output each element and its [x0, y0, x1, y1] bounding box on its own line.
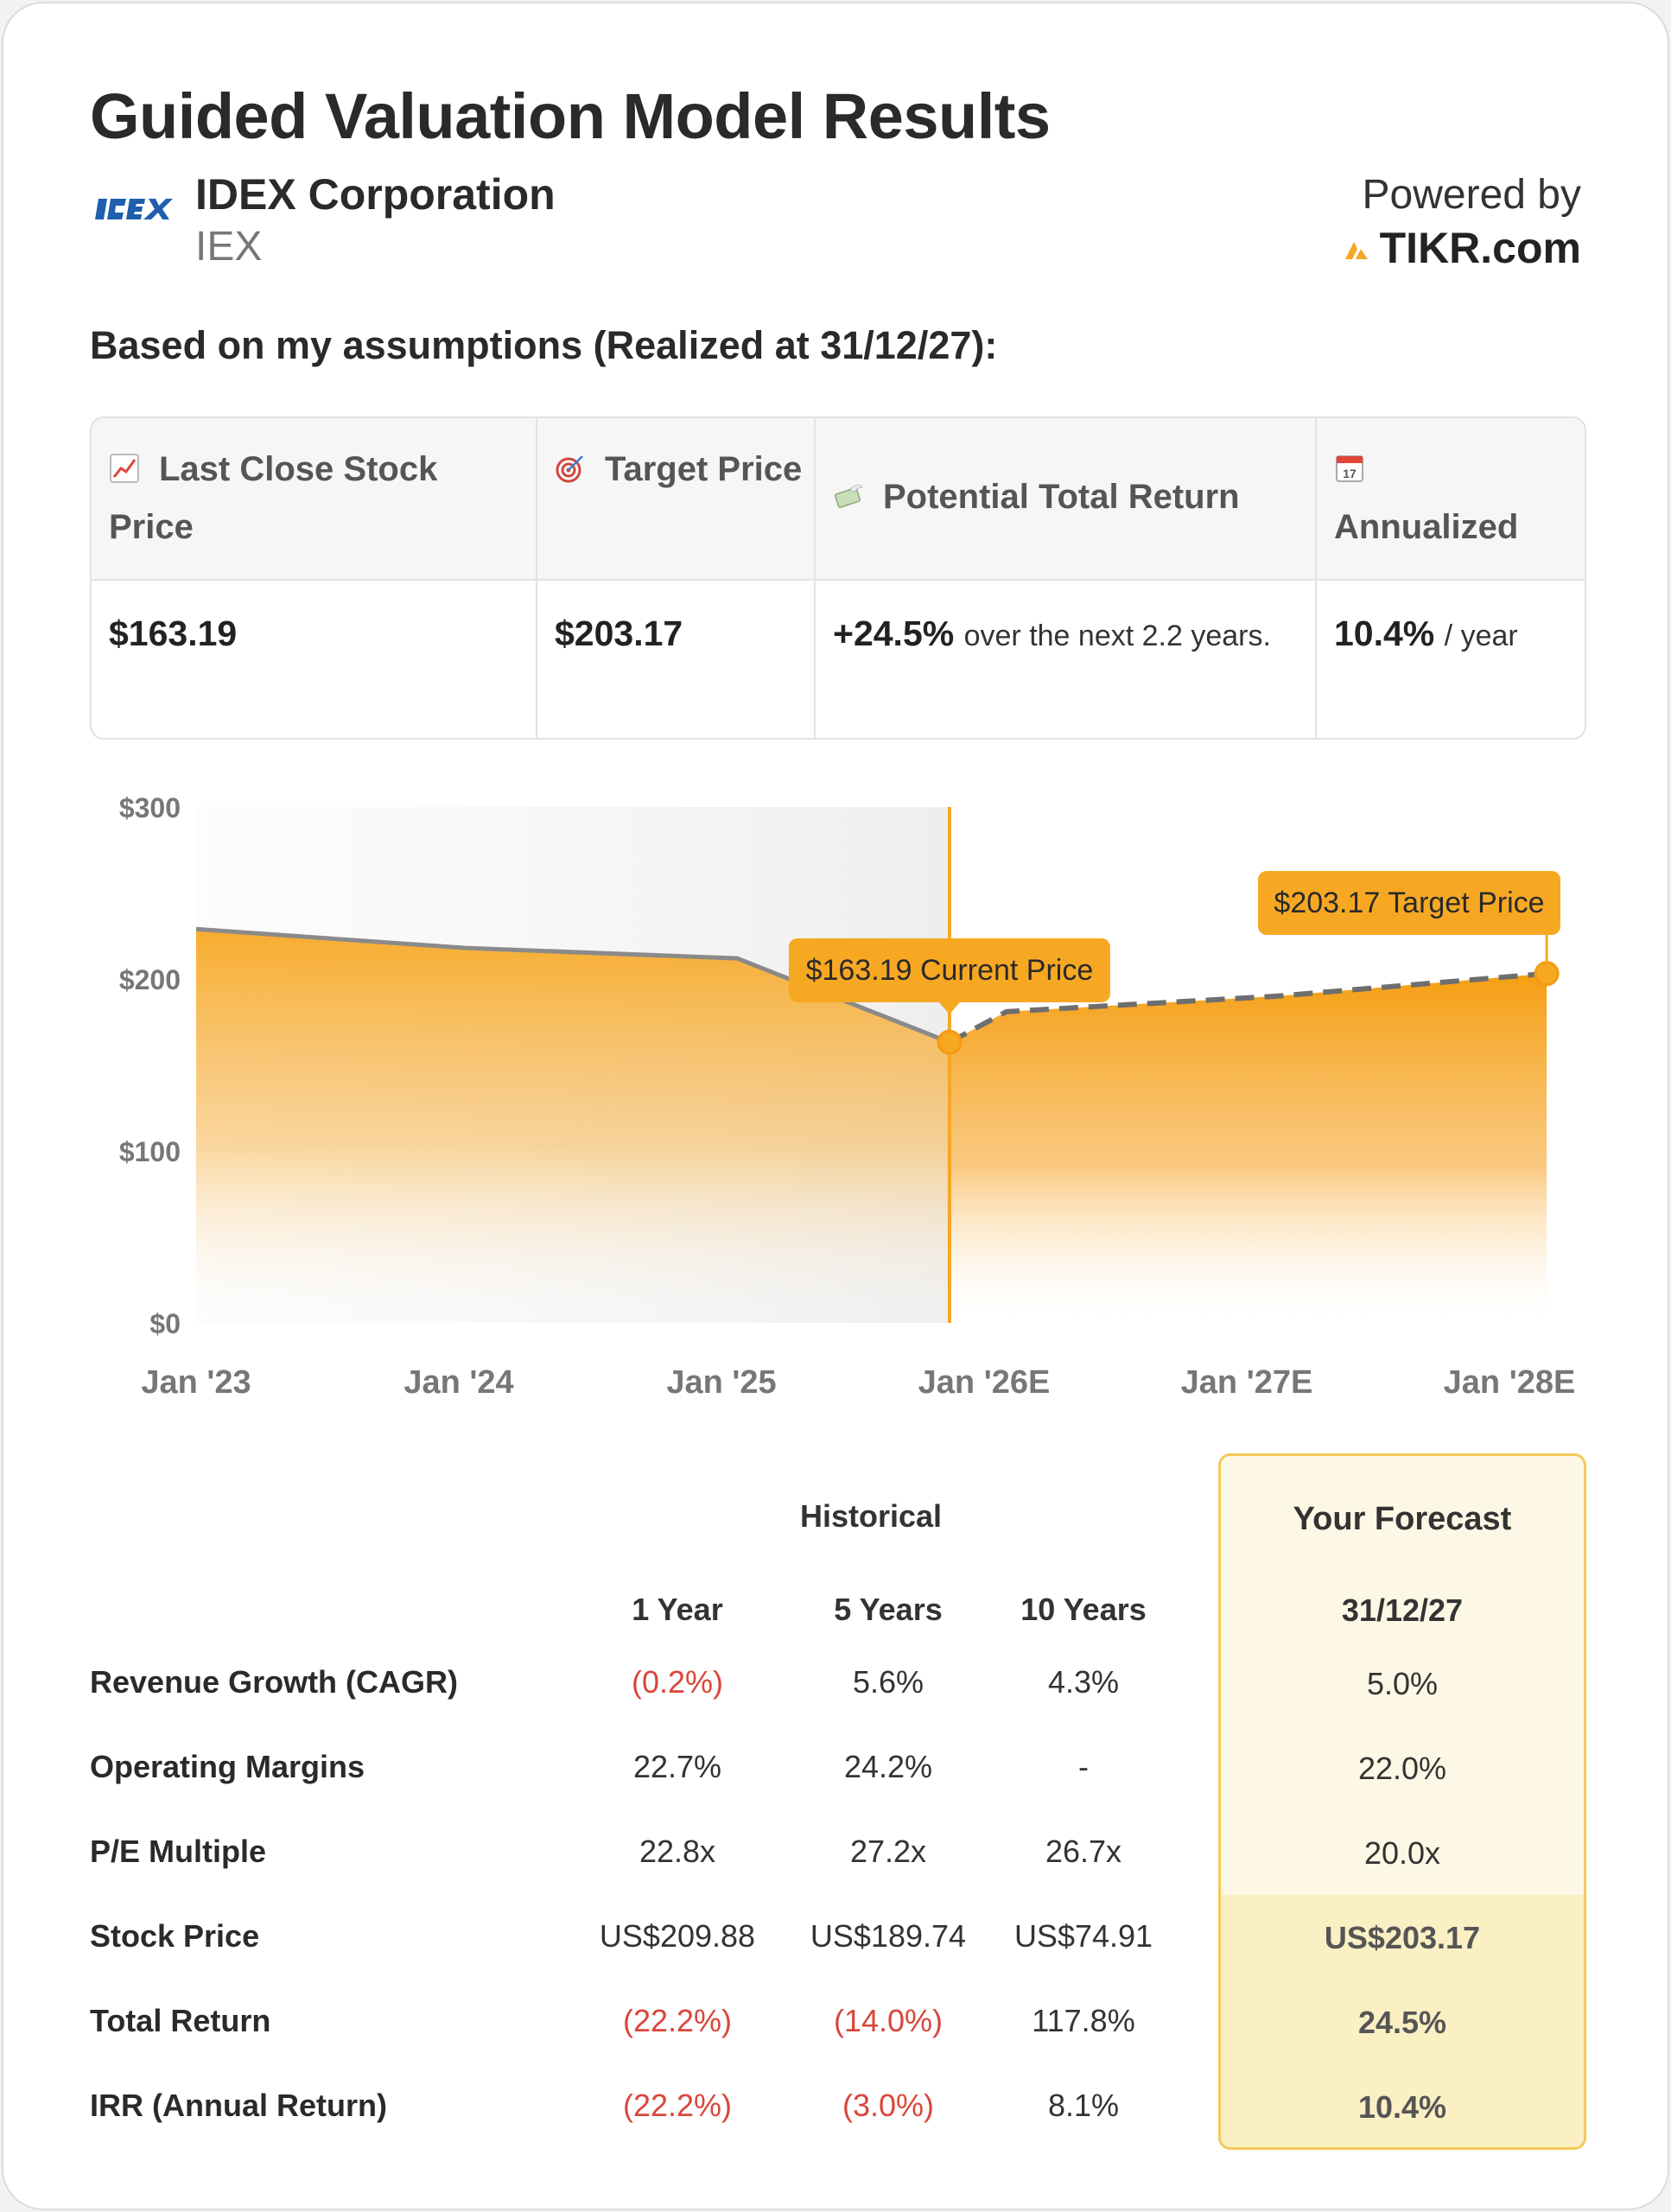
historical-cell: 24.2% [843, 1749, 933, 1784]
historical-cell: - [1078, 1749, 1089, 1784]
idex-logo-icon [95, 199, 173, 219]
x-tick-label: Jan '25 [666, 1364, 776, 1401]
historical-cell: (22.2%) [622, 2003, 733, 2038]
forecast-cell: US$203.17 [1324, 1920, 1481, 1955]
stat-value-annualized: 10.4% / year [1334, 613, 1518, 653]
tikr-brand[interactable]: TIKR.com [1344, 223, 1581, 273]
forecast-cell: 22.0% [1357, 1751, 1447, 1786]
assumptions-heading: Based on my assumptions (Realized at 31/… [90, 323, 998, 367]
forecast-cell: 20.0x [1363, 1835, 1441, 1871]
target-price-tooltip [1258, 871, 1560, 935]
historical-cell: 4.3% [1047, 1664, 1120, 1700]
tikr-logo-icon [1344, 242, 1368, 259]
forecast-area [949, 973, 1547, 1323]
x-tick-label: Jan '26E [918, 1364, 1051, 1401]
svg-text:17: 17 [1343, 467, 1356, 480]
historical-cell: 22.8x [639, 1834, 716, 1869]
x-tick-label: Jan '23 [141, 1364, 251, 1401]
forecast-series-line [948, 970, 1547, 1045]
current-price-tooltip [788, 938, 1110, 1002]
historical-cell: 26.7x [1045, 1834, 1122, 1869]
historical-cell: US$74.91 [1013, 1918, 1153, 1954]
y-tick-label: $300 [119, 792, 181, 823]
historical-cell: 22.7% [632, 1749, 722, 1784]
y-tick-label: $100 [119, 1136, 181, 1167]
current-price-tooltip-pointer [938, 1002, 960, 1014]
price-chart: $0 $100 $200 $300 Jan '23 Jan '24 Jan '25 Jan '… [119, 792, 1576, 1401]
stat-header-total-return: Potential Total Return [833, 468, 1306, 526]
target-icon [556, 455, 583, 483]
historical-cell: US$189.74 [810, 1918, 967, 1954]
forecast-panel: Your Forecast 31/12/27 [1218, 1453, 1586, 2150]
stat-annualized: 17 Annualized 10.4% / year [1317, 418, 1585, 738]
historical-cell: (0.2%) [631, 1664, 724, 1700]
x-tick-label: Jan '28E [1444, 1364, 1576, 1401]
stat-total-return: Potential Total Return +24.5% over the n… [816, 418, 1317, 738]
historical-cell: 117.8% [1032, 2003, 1135, 2038]
row-label: Revenue Growth (CAGR) [90, 1664, 459, 1700]
stat-header-target: Target Price [555, 441, 805, 499]
row-label: IRR (Annual Return) [90, 2088, 387, 2123]
ticker-symbol: IEX [195, 224, 263, 270]
company-name: IDEX Corporation [195, 170, 556, 219]
money-with-wings-icon [834, 484, 863, 508]
historical-cell: 5.6% [852, 1664, 924, 1700]
historical-cell: (22.2%) [622, 2088, 733, 2123]
forecast-cell: 5.0% [1366, 1666, 1439, 1701]
target-price-point [1534, 961, 1560, 987]
historical-cell: 27.2x [849, 1834, 927, 1869]
chart-increasing-icon [110, 454, 139, 483]
forecast-date: 31/12/27 [1341, 1592, 1464, 1628]
current-price-point [937, 1029, 963, 1055]
stats-table: Last Close Stock Price $163.19 Target Pr… [90, 416, 1586, 740]
forecast-cell: 24.5% [1357, 2005, 1447, 2040]
stat-header-last-close: Last Close Stock Price [109, 450, 438, 546]
page-title: Guided Valuation Model Results [90, 80, 1051, 152]
target-price-label: $203.17 Target Price [1274, 887, 1544, 919]
tikr-brand-label: TIKR.com [1379, 224, 1581, 272]
row-label: P/E Multiple [90, 1834, 267, 1869]
historical-label: Historical [800, 1498, 943, 1534]
historical-cell: (14.0%) [833, 2003, 944, 2038]
col-header-5-years: 5 Years [834, 1592, 943, 1627]
forecast-highlight [1221, 1895, 1584, 2147]
col-header-1-year: 1 Year [632, 1592, 723, 1627]
powered-by-label: Powered by [1362, 172, 1581, 218]
stat-value-total-return: +24.5% over the next 2.2 years. [833, 613, 1271, 653]
y-tick-label: $200 [119, 964, 181, 995]
historical-cell: US$209.88 [599, 1918, 756, 1954]
row-label: Stock Price [90, 1918, 260, 1954]
current-price-label: $163.19 Current Price [806, 954, 1094, 987]
row-label: Total Return [90, 2003, 271, 2038]
forecast-title: Your Forecast [1293, 1501, 1512, 1537]
row-label: Operating Margins [90, 1749, 365, 1784]
forecast-cell: 10.4% [1357, 2089, 1447, 2125]
stat-last-close: Last Close Stock Price $163.19 [92, 418, 537, 738]
x-tick-label: Jan '27E [1181, 1364, 1313, 1401]
stat-value-target: $203.17 [555, 613, 683, 653]
col-header-10-years: 10 Years [1020, 1592, 1147, 1627]
calendar-icon: 17 [1336, 455, 1363, 482]
stat-value-last-close: $163.19 [109, 613, 238, 653]
x-tick-label: Jan '24 [403, 1364, 513, 1401]
historical-cell: 8.1% [1047, 2088, 1120, 2123]
stat-header-annualized: 17 Annualized [1334, 441, 1579, 556]
historical-area [196, 929, 950, 1323]
y-tick-label: $0 [149, 1308, 181, 1339]
historical-cell: (3.0%) [842, 2088, 935, 2123]
stat-target: Target Price $203.17 [537, 418, 816, 738]
